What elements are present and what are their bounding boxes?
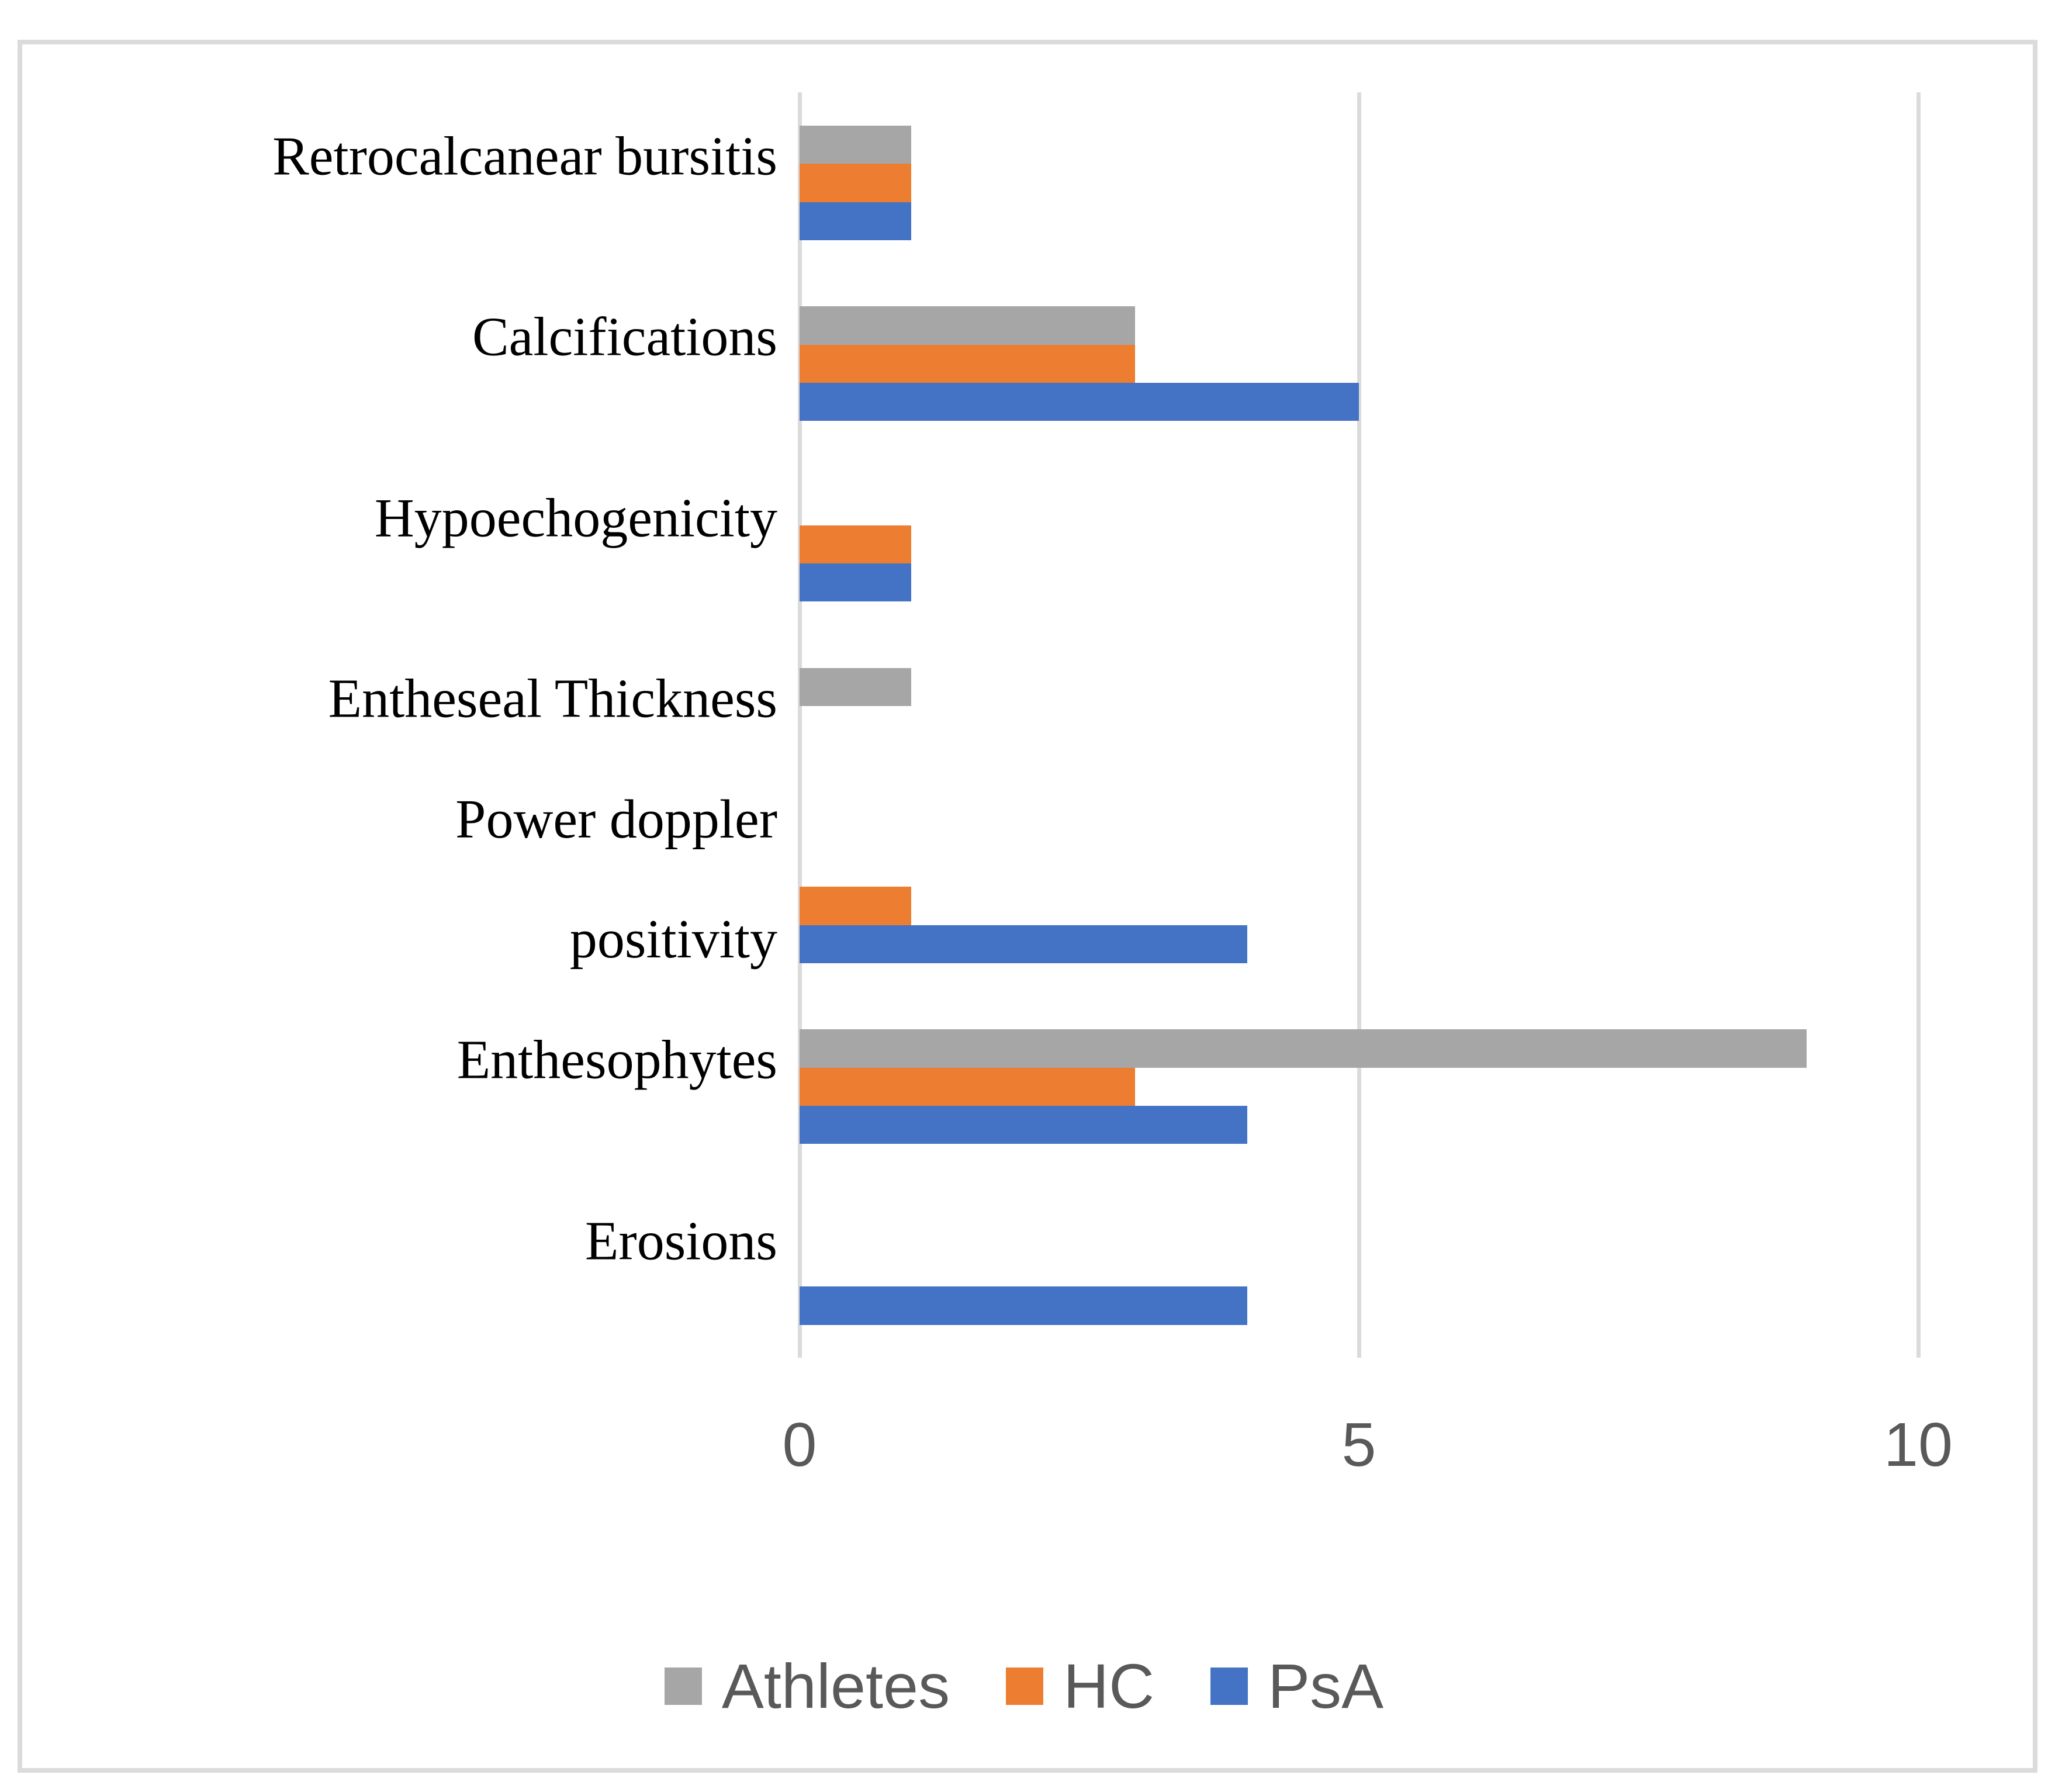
category-label: Erosions xyxy=(585,1210,777,1272)
bar-hc-power-doppler-positivity xyxy=(800,887,912,925)
bar-psa-power-doppler-positivity xyxy=(800,925,1247,964)
bar-psa-hypoechogenicity xyxy=(800,563,912,602)
legend-item-athletes: Athletes xyxy=(664,1651,950,1721)
legend-label-hc: HC xyxy=(1063,1651,1155,1721)
bar-hc-hypoechogenicity xyxy=(800,525,912,564)
gridline xyxy=(1357,92,1361,1358)
bar-hc-enthesophytes xyxy=(800,1067,1136,1106)
chart-border xyxy=(18,40,2037,1773)
gridline xyxy=(1916,92,1921,1358)
bar-athletes-retrocalcanear-bursitis xyxy=(800,126,912,164)
bar-psa-retrocalcanear-bursitis xyxy=(800,202,912,240)
chart-legend: Athletes HC PsA xyxy=(0,1647,2048,1725)
legend-label-athletes: Athletes xyxy=(721,1651,950,1721)
bar-athletes-enthesophytes xyxy=(800,1029,1807,1068)
legend-swatch-hc xyxy=(1006,1668,1044,1705)
x-axis-tick-label: 5 xyxy=(1341,1410,1376,1479)
legend-label-psa: PsA xyxy=(1268,1651,1384,1721)
legend-swatch-psa xyxy=(1210,1668,1248,1705)
category-label: Entheseal Thickness xyxy=(328,668,777,729)
category-label: Hypoechogenicity xyxy=(374,487,777,549)
bar-hc-calcifications xyxy=(800,344,1136,383)
axis-line xyxy=(797,92,802,1358)
legend-item-psa: PsA xyxy=(1210,1651,1383,1721)
category-label: Retrocalcanear bursitis xyxy=(272,126,777,187)
x-axis-tick-label: 0 xyxy=(782,1410,817,1479)
x-axis-tick-label: 10 xyxy=(1884,1410,1953,1479)
bar-psa-enthesophytes xyxy=(800,1106,1247,1144)
bar-athletes-calcifications xyxy=(800,306,1136,345)
legend-item-hc: HC xyxy=(1006,1651,1154,1721)
legend-swatch-athletes xyxy=(664,1668,702,1705)
category-label: Power doppler positivity xyxy=(455,789,777,970)
bar-hc-retrocalcanear-bursitis xyxy=(800,164,912,202)
bar-psa-erosions xyxy=(800,1286,1247,1325)
category-label: Calcifications xyxy=(472,306,777,368)
bar-psa-calcifications xyxy=(800,382,1359,421)
category-label: Enthesophytes xyxy=(456,1029,777,1091)
bar-athletes-entheseal-thickness xyxy=(800,667,912,707)
